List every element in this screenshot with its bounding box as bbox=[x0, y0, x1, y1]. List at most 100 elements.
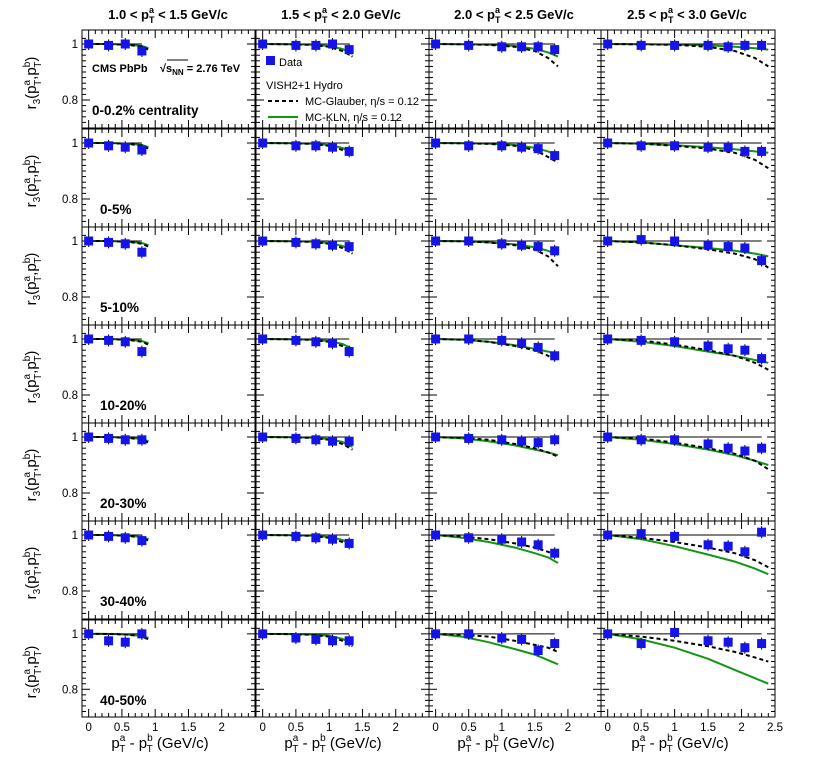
data-point bbox=[757, 443, 767, 453]
x-tick-label: 1 bbox=[152, 722, 158, 734]
data-point bbox=[517, 634, 527, 644]
data-point bbox=[84, 530, 94, 540]
data-point bbox=[550, 548, 560, 558]
panel-r4-c3 bbox=[428, 324, 602, 424]
data-point bbox=[137, 347, 147, 357]
glauber-curve bbox=[435, 632, 559, 653]
data-point bbox=[723, 142, 733, 152]
data-point bbox=[497, 239, 507, 249]
data-point bbox=[703, 341, 713, 351]
glauber-curve bbox=[262, 43, 353, 58]
panel-r2-c4 bbox=[600, 128, 776, 228]
data-point bbox=[757, 146, 767, 156]
data-point bbox=[137, 46, 147, 56]
data-point bbox=[636, 235, 646, 245]
data-point bbox=[431, 39, 441, 49]
x-tick-label: 1.5 bbox=[354, 722, 370, 734]
x-axis-label-2: pa T - pb T (GeV/c) bbox=[284, 733, 381, 755]
x-tick-label: 1 bbox=[499, 722, 505, 734]
panel-r7-c1: 0.8 1 0 0.5 1 1.5 2 bbox=[62, 619, 256, 734]
data-point bbox=[533, 242, 543, 252]
panel-r1-c4 bbox=[600, 29, 776, 129]
data-point bbox=[258, 138, 268, 148]
y-tick-label: 1 bbox=[72, 334, 78, 346]
col-title-4: 2.5 < pa T < 3.0 GeV/c bbox=[627, 5, 747, 25]
col-title-3: 2.0 < pa T < 2.5 GeV/c bbox=[454, 5, 574, 25]
data-point bbox=[137, 629, 147, 639]
data-point bbox=[291, 335, 301, 345]
y-axis-label-3: r3(paT,pbT) bbox=[22, 253, 44, 306]
data-point bbox=[291, 633, 301, 643]
data-point bbox=[517, 240, 527, 250]
data-point bbox=[670, 435, 680, 445]
data-point bbox=[464, 40, 474, 50]
panel-r5-c4 bbox=[600, 422, 776, 522]
data-point bbox=[258, 39, 268, 49]
y-tick-label: 1 bbox=[72, 629, 78, 641]
data-point bbox=[550, 246, 560, 256]
panel-r4-c4 bbox=[600, 324, 776, 424]
data-point bbox=[636, 639, 646, 649]
panel-grid: 0.810.810.810.810.810.810.810 0.5 1 1.5 2 0 0.… bbox=[62, 29, 783, 734]
data-point bbox=[120, 435, 130, 445]
experiment-label: CMS PbPb √sNN = 2.76 TeV bbox=[92, 59, 241, 77]
data-point bbox=[311, 40, 321, 50]
data-point bbox=[84, 334, 94, 344]
data-point bbox=[550, 435, 560, 445]
x-tick-label: 1 bbox=[671, 722, 677, 734]
data-point bbox=[670, 141, 680, 151]
data-point bbox=[757, 354, 767, 364]
data-point bbox=[517, 537, 527, 547]
data-point bbox=[740, 345, 750, 355]
data-point bbox=[703, 142, 713, 152]
data-point bbox=[723, 541, 733, 551]
data-point bbox=[517, 142, 527, 152]
data-point bbox=[120, 533, 130, 543]
data-point bbox=[328, 436, 338, 446]
y-tick-label: 0.8 bbox=[62, 194, 78, 206]
panel-r2-c2 bbox=[255, 128, 430, 228]
data-point bbox=[344, 45, 354, 55]
data-point bbox=[670, 531, 680, 541]
data-point bbox=[258, 432, 268, 442]
data-point bbox=[464, 334, 474, 344]
data-point bbox=[636, 335, 646, 345]
data-point bbox=[104, 335, 114, 345]
glauber-curve bbox=[262, 240, 353, 255]
panel-frame bbox=[600, 520, 776, 620]
column-titles: 1.0 < pa T < 1.5 GeV/c 1.5 < pa T < 2.0 Ge… bbox=[108, 5, 747, 25]
experiment-name: CMS PbPb bbox=[92, 63, 148, 75]
x-tick-label: 1.5 bbox=[700, 722, 716, 734]
data-point bbox=[603, 138, 613, 148]
data-point bbox=[517, 42, 527, 52]
data-point bbox=[291, 433, 301, 443]
data-point bbox=[311, 634, 321, 644]
data-point bbox=[740, 40, 750, 50]
glauber-curve bbox=[435, 240, 559, 267]
legend-kln-label: MC-KLN, η/s = 0.12 bbox=[305, 112, 402, 124]
kln-curve bbox=[607, 632, 769, 685]
panel-r3-c3 bbox=[428, 226, 602, 326]
y-axis-label-7: r3(paT,pbT) bbox=[22, 646, 44, 699]
y-tick-label: 1 bbox=[72, 530, 78, 542]
glauber-curve bbox=[435, 436, 559, 458]
data-point bbox=[328, 534, 338, 544]
data-point bbox=[431, 138, 441, 148]
data-point bbox=[120, 39, 130, 49]
y-axis-label-4: r3(paT,pbT) bbox=[22, 351, 44, 404]
data-point bbox=[311, 533, 321, 543]
data-point bbox=[703, 540, 713, 550]
energy-label: √sNN = 2.76 TeV bbox=[160, 63, 241, 77]
glauber-curve bbox=[435, 142, 559, 164]
panel-r7-c4: 0 0.5 1 1.5 2 2.5 bbox=[600, 619, 783, 734]
y-axis-label-6: r3(paT,pbT) bbox=[22, 547, 44, 600]
data-point bbox=[757, 639, 767, 649]
data-point bbox=[431, 530, 441, 540]
data-point bbox=[757, 527, 767, 537]
data-point bbox=[464, 629, 474, 639]
data-point bbox=[291, 531, 301, 541]
row-label-5: 20-30% bbox=[100, 496, 147, 511]
data-point bbox=[497, 335, 507, 345]
data-point bbox=[497, 42, 507, 52]
